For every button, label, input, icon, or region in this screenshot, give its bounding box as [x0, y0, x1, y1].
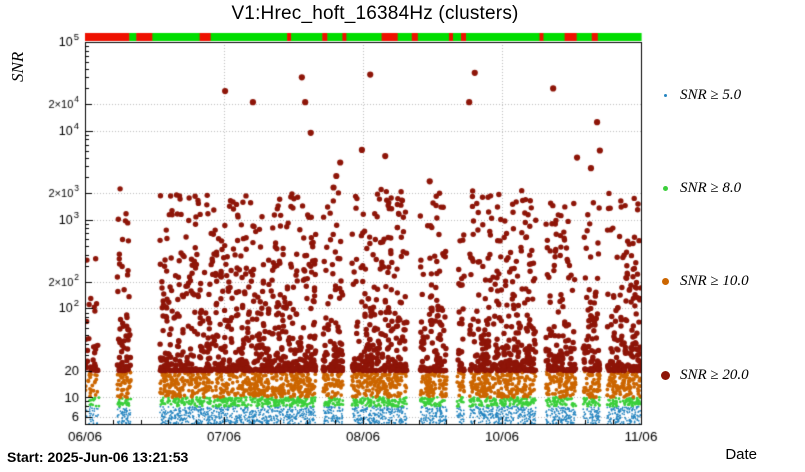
start-timestamp: Start: 2025-Jun-06 13:21:53 [7, 449, 189, 465]
legend-entry-label: SNR ≥ 10.0 [680, 272, 749, 289]
x-axis-label: Date [725, 446, 757, 463]
y-axis-label: SNR [8, 51, 27, 82]
legend-entry-snr20: SNR ≥ 20.0 [656, 364, 749, 386]
legend-entry-label: SNR ≥ 8.0 [680, 179, 742, 196]
chart-title: V1:Hrec_hoft_16384Hz (clusters) [231, 3, 519, 24]
legend-entry-snr10: SNR ≥ 10.0 [656, 270, 749, 292]
legend-entry-snr5: SNR ≥ 5.0 [656, 84, 741, 106]
legend-entry-label: SNR ≥ 5.0 [680, 86, 742, 103]
legend-marker-snr5-icon [656, 93, 674, 97]
legend-entry-snr8: SNR ≥ 8.0 [656, 177, 741, 199]
legend-marker-snr8-icon [656, 185, 674, 191]
legend-marker-snr20-icon [656, 370, 674, 380]
legend: SNR ≥ 5.0 SNR ≥ 8.0 SNR ≥ 10.0 SNR ≥ 20.… [656, 0, 805, 472]
legend-marker-snr10-icon [656, 277, 674, 285]
legend-entry-label: SNR ≥ 20.0 [680, 366, 749, 383]
